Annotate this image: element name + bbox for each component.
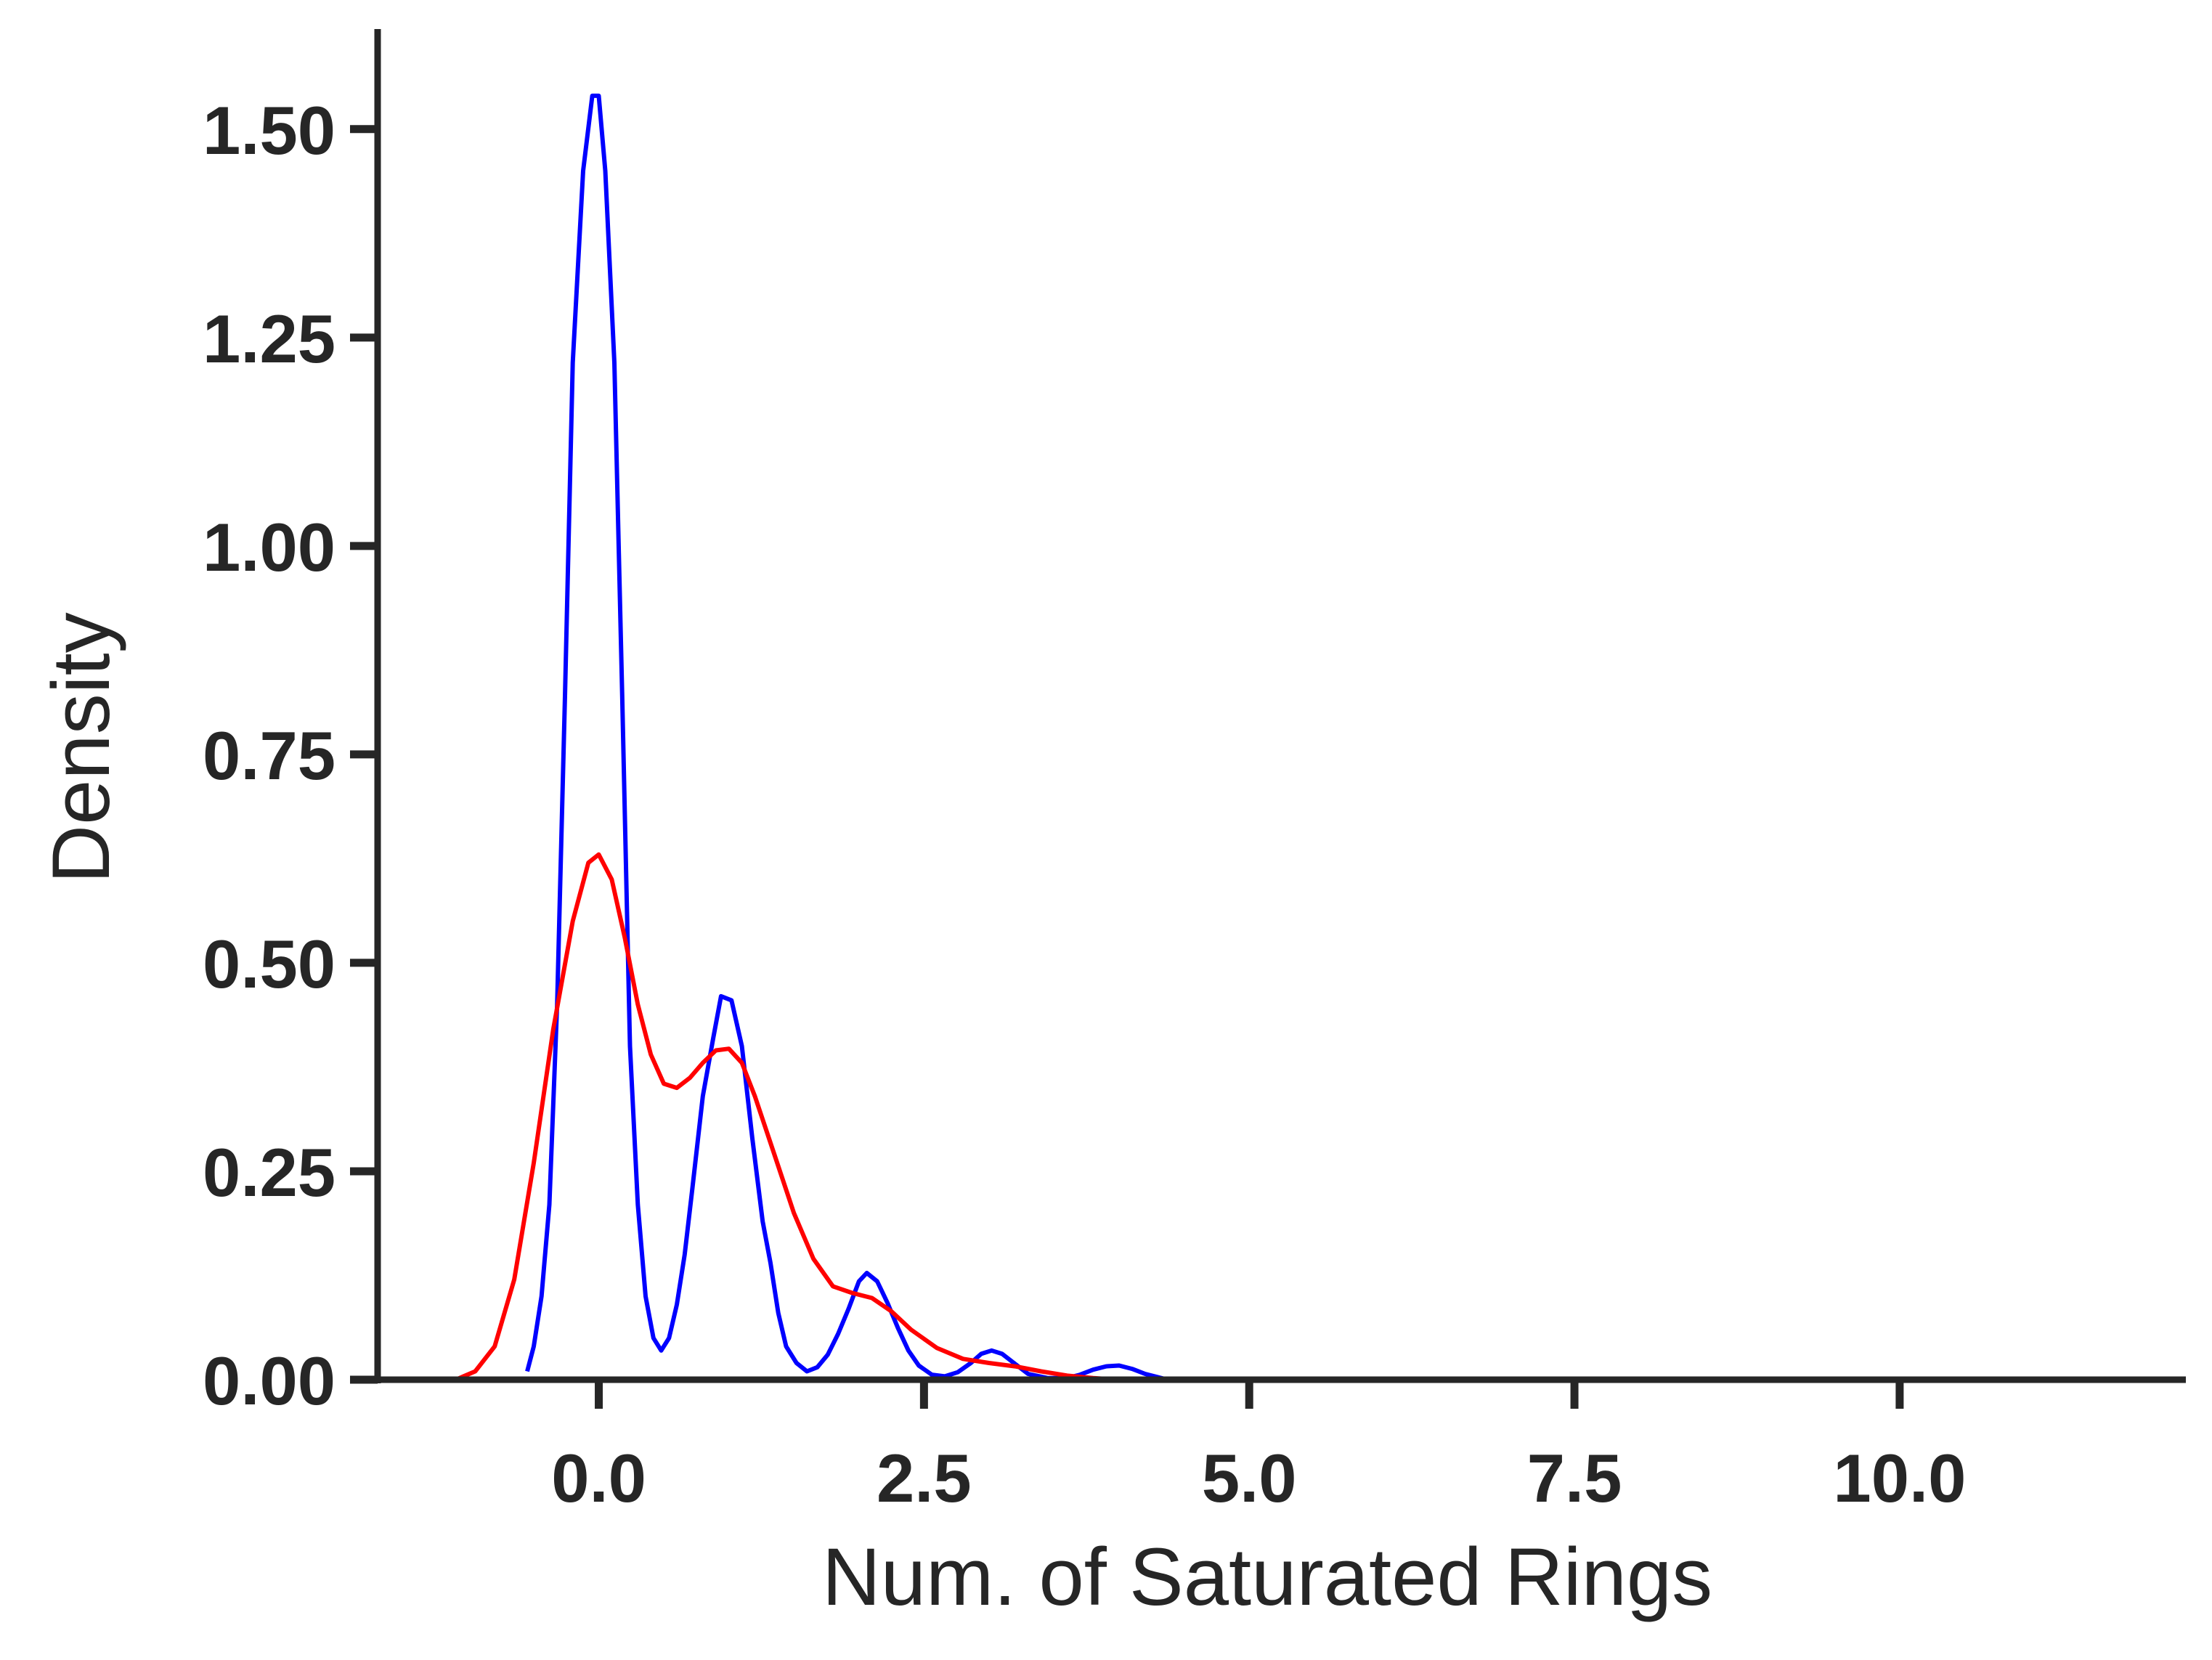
x-axis-label: Num. of Saturated Rings — [822, 1531, 1712, 1622]
x-tick-label: 2.5 — [877, 1440, 972, 1516]
x-tick-label: 7.5 — [1527, 1440, 1622, 1516]
x-tick-label: 10.0 — [1833, 1440, 1966, 1516]
y-tick-label: 0.00 — [203, 1343, 336, 1419]
y-tick-label: 0.50 — [203, 926, 336, 1002]
y-tick-label: 1.50 — [203, 92, 336, 168]
x-axis-ticks: 0.0 2.5 5.0 7.5 10.0 — [551, 1380, 1966, 1516]
y-tick-label: 0.25 — [203, 1134, 336, 1211]
series-lines — [455, 93, 1184, 1382]
x-tick-label: 0.0 — [551, 1440, 646, 1516]
y-axis-label: Density — [36, 612, 126, 883]
x-tick-label: 5.0 — [1202, 1440, 1297, 1516]
y-tick-label: 1.25 — [203, 301, 336, 377]
density-line-2 — [455, 852, 1120, 1382]
y-axis-ticks: 0.00 0.25 0.50 0.75 1.00 1.25 1.50 — [203, 92, 378, 1419]
y-tick-label: 0.75 — [203, 717, 336, 794]
y-tick-label: 1.00 — [203, 509, 336, 585]
density-line-1 — [525, 93, 1184, 1382]
